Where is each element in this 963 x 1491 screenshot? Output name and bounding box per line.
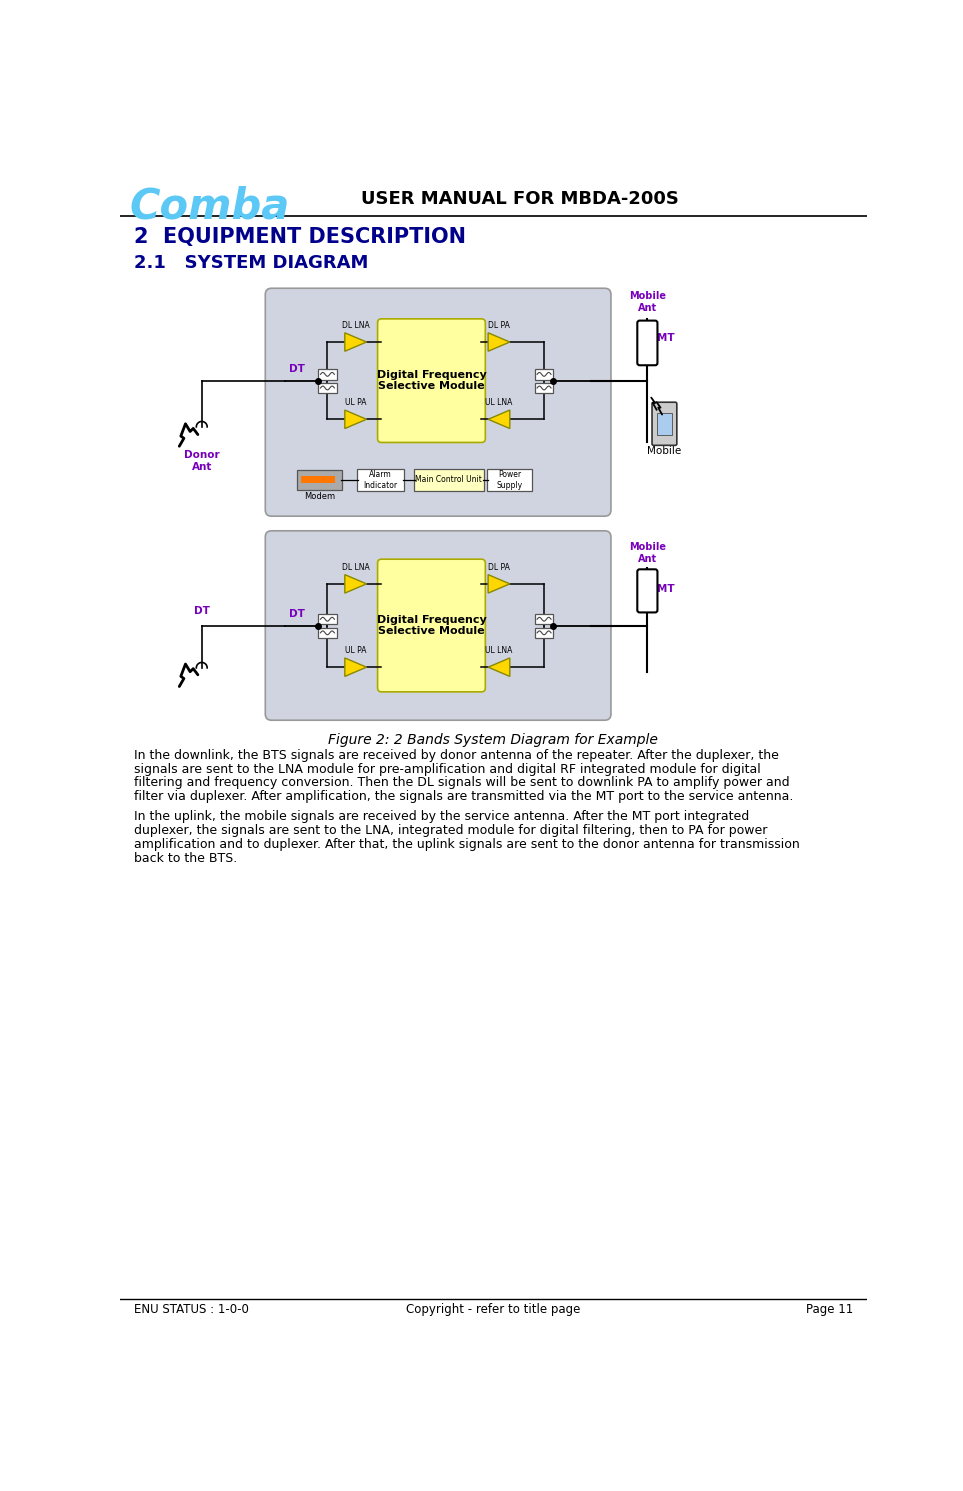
- Polygon shape: [488, 332, 509, 352]
- Polygon shape: [345, 574, 367, 593]
- Text: In the uplink, the mobile signals are received by the service antenna. After the: In the uplink, the mobile signals are re…: [134, 810, 749, 823]
- FancyBboxPatch shape: [377, 319, 485, 443]
- Polygon shape: [488, 574, 509, 593]
- Text: 2.1   SYSTEM DIAGRAM: 2.1 SYSTEM DIAGRAM: [134, 255, 369, 273]
- Text: Mobile
Ant: Mobile Ant: [629, 291, 665, 313]
- Text: back to the BTS.: back to the BTS.: [134, 851, 238, 865]
- FancyBboxPatch shape: [318, 383, 337, 394]
- Text: Donor
Ant: Donor Ant: [184, 450, 220, 471]
- Text: DL PA: DL PA: [488, 562, 509, 571]
- FancyBboxPatch shape: [301, 476, 334, 483]
- Text: signals are sent to the LNA module for pre-amplification and digital RF integrat: signals are sent to the LNA module for p…: [134, 762, 761, 775]
- Text: DT: DT: [194, 607, 210, 616]
- Text: Mobile: Mobile: [647, 446, 682, 456]
- Text: UL LNA: UL LNA: [485, 646, 512, 655]
- FancyBboxPatch shape: [414, 470, 483, 491]
- Text: Modem: Modem: [304, 492, 335, 501]
- Text: DL LNA: DL LNA: [342, 562, 370, 571]
- Text: Power
Supply: Power Supply: [496, 470, 523, 489]
- Text: duplexer, the signals are sent to the LNA, integrated module for digital filteri: duplexer, the signals are sent to the LN…: [134, 825, 768, 836]
- FancyBboxPatch shape: [357, 470, 403, 491]
- Polygon shape: [345, 410, 367, 428]
- Text: In the downlink, the BTS signals are received by donor antenna of the repeater. : In the downlink, the BTS signals are rec…: [134, 748, 779, 762]
- FancyBboxPatch shape: [657, 413, 672, 435]
- FancyBboxPatch shape: [265, 531, 611, 720]
- FancyBboxPatch shape: [318, 614, 337, 625]
- Polygon shape: [488, 410, 509, 428]
- Polygon shape: [345, 332, 367, 352]
- Text: filtering and frequency conversion. Then the DL signals will be sent to downlink: filtering and frequency conversion. Then…: [134, 777, 790, 789]
- FancyBboxPatch shape: [298, 470, 342, 491]
- FancyBboxPatch shape: [318, 628, 337, 638]
- FancyBboxPatch shape: [534, 383, 554, 394]
- FancyBboxPatch shape: [638, 321, 658, 365]
- Text: Comba: Comba: [130, 185, 290, 227]
- Text: DL LNA: DL LNA: [342, 321, 370, 330]
- FancyBboxPatch shape: [534, 628, 554, 638]
- Text: MT: MT: [657, 334, 674, 343]
- Text: UL PA: UL PA: [345, 646, 366, 655]
- FancyBboxPatch shape: [318, 370, 337, 380]
- Polygon shape: [488, 658, 509, 677]
- Text: UL LNA: UL LNA: [485, 398, 512, 407]
- Text: 2  EQUIPMENT DESCRIPTION: 2 EQUIPMENT DESCRIPTION: [134, 227, 466, 246]
- Text: Alarm
Indicator: Alarm Indicator: [364, 470, 398, 489]
- Text: ENU STATUS : 1-0-0: ENU STATUS : 1-0-0: [134, 1303, 249, 1317]
- Text: Digital Frequency
Selective Module: Digital Frequency Selective Module: [377, 370, 486, 392]
- Text: Digital Frequency
Selective Module: Digital Frequency Selective Module: [377, 614, 486, 637]
- Text: amplification and to duplexer. After that, the uplink signals are sent to the do: amplification and to duplexer. After tha…: [134, 838, 800, 851]
- FancyBboxPatch shape: [534, 614, 554, 625]
- Text: Copyright - refer to title page: Copyright - refer to title page: [406, 1303, 581, 1317]
- Text: DT: DT: [289, 610, 304, 619]
- Text: UL PA: UL PA: [345, 398, 366, 407]
- FancyBboxPatch shape: [265, 288, 611, 516]
- FancyBboxPatch shape: [377, 559, 485, 692]
- Text: MT: MT: [657, 583, 674, 593]
- Text: USER MANUAL FOR MBDA-200S: USER MANUAL FOR MBDA-200S: [360, 189, 679, 207]
- Text: Main Control Unit: Main Control Unit: [415, 476, 482, 485]
- Text: DT: DT: [289, 364, 304, 374]
- FancyBboxPatch shape: [534, 370, 554, 380]
- Text: Figure 2: 2 Bands System Diagram for Example: Figure 2: 2 Bands System Diagram for Exa…: [328, 734, 658, 747]
- FancyBboxPatch shape: [652, 403, 677, 446]
- Text: Mobile
Ant: Mobile Ant: [629, 543, 665, 564]
- Text: Page 11: Page 11: [805, 1303, 853, 1317]
- FancyBboxPatch shape: [487, 470, 532, 491]
- Text: filter via duplexer. After amplification, the signals are transmitted via the MT: filter via duplexer. After amplification…: [134, 790, 794, 804]
- FancyBboxPatch shape: [638, 570, 658, 613]
- Polygon shape: [345, 658, 367, 677]
- Text: DL PA: DL PA: [488, 321, 509, 330]
